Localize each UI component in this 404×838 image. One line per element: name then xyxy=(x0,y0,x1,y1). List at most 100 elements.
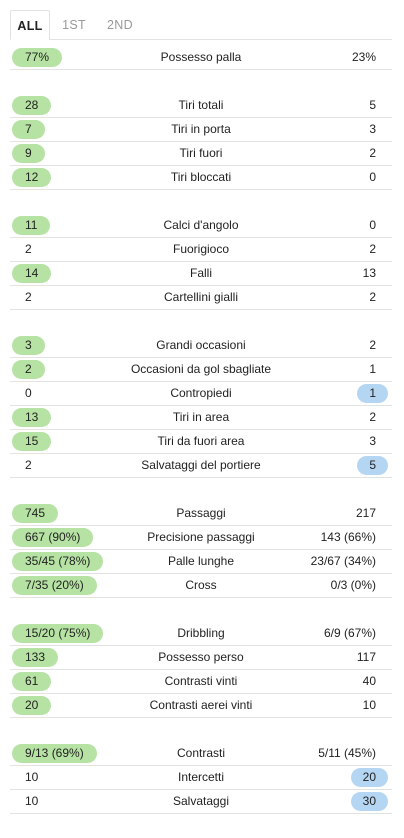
home-value: 15/20 (75%) xyxy=(12,624,104,643)
stat-row: 745 Passaggi 217 xyxy=(10,502,392,526)
stat-label: Grandi occasioni xyxy=(156,338,246,352)
stat-label: Contropiedi xyxy=(170,386,232,400)
home-value: 9 xyxy=(12,144,45,163)
away-value: 1 xyxy=(357,384,388,403)
stat-row: 2 Occasioni da gol sbagliate 1 xyxy=(10,358,392,382)
home-value: 7 xyxy=(12,120,45,139)
stat-row: 7/35 (20%) Cross 0/3 (0%) xyxy=(10,574,392,598)
stat-group: 9/13 (69%) Contrasti 5/11 (45%) 10 Intercett… xyxy=(10,742,392,814)
stat-group: 15/20 (75%) Dribbling 6/9 (67%) 133 Possesso… xyxy=(10,622,392,718)
home-value: 2 xyxy=(25,290,32,304)
away-value: 0 xyxy=(369,170,376,184)
stat-label: Falli xyxy=(189,266,212,280)
stat-row: 20 Contrasti aerei vinti 10 xyxy=(10,694,392,718)
tab-all[interactable]: ALL xyxy=(10,10,50,40)
away-value: 5 xyxy=(357,456,388,475)
home-value: 9/13 (69%) xyxy=(12,744,97,763)
stat-row: 9/13 (69%) Contrasti 5/11 (45%) xyxy=(10,742,392,766)
stat-group: 745 Passaggi 217 667 (90%) Precisione passag… xyxy=(10,502,392,598)
away-value: 2 xyxy=(369,338,376,352)
stat-row: 77% Possesso palla 23% xyxy=(10,46,392,70)
home-value: 10 xyxy=(25,794,39,808)
away-value: 0/3 (0%) xyxy=(330,578,376,592)
home-value: 28 xyxy=(12,96,52,115)
stat-label: Salvataggi del portiere xyxy=(141,458,261,472)
away-value: 23% xyxy=(351,50,376,64)
home-value: 3 xyxy=(12,336,45,355)
home-value: 0 xyxy=(25,386,32,400)
statistics-list: 77% Possesso palla 23% 28 Tiri totali 5 7 Tiri … xyxy=(10,46,392,838)
home-value: 15 xyxy=(12,432,52,451)
stat-row: 9 Tiri fuori 2 xyxy=(10,142,392,166)
away-value: 2 xyxy=(369,410,376,424)
stat-row: 10 Salvataggi 30 xyxy=(10,790,392,814)
stat-label: Fuorigioco xyxy=(172,242,230,256)
home-value: 14 xyxy=(12,264,52,283)
home-value: 20 xyxy=(12,696,52,715)
away-value: 6/9 (67%) xyxy=(323,626,376,640)
stat-label: Possesso perso xyxy=(158,650,244,664)
away-value: 13 xyxy=(362,266,376,280)
away-value: 40 xyxy=(362,674,376,688)
stat-group: 11 Calci d'angolo 0 2 Fuorigioco 2 14 Falli 13 2 C… xyxy=(10,214,392,310)
stat-row: 15/20 (75%) Dribbling 6/9 (67%) xyxy=(10,622,392,646)
stat-label: Cartellini gialli xyxy=(163,290,239,304)
tab-second-half[interactable]: 2ND xyxy=(107,18,133,32)
away-value: 143 (66%) xyxy=(320,530,376,544)
stat-row: 10 Intercetti 20 xyxy=(10,766,392,790)
home-value: 2 xyxy=(25,458,32,472)
home-value: 12 xyxy=(12,168,52,187)
home-value: 10 xyxy=(25,770,39,784)
away-value: 2 xyxy=(369,146,376,160)
stat-row: 2 Fuorigioco 2 xyxy=(10,238,392,262)
stat-group: 77% Possesso palla 23% xyxy=(10,46,392,70)
stat-group: 28 Tiri totali 5 7 Tiri in porta 3 9 Tiri fuori… xyxy=(10,94,392,190)
away-value: 217 xyxy=(355,506,376,520)
home-value: 35/45 (78%) xyxy=(12,552,104,571)
away-value: 2 xyxy=(369,290,376,304)
stat-label: Possesso palla xyxy=(160,50,242,64)
stat-row: 2 Cartellini gialli 2 xyxy=(10,286,392,310)
away-value: 5/11 (45%) xyxy=(318,746,376,760)
stat-label: Tiri totali xyxy=(178,98,224,112)
away-value: 1 xyxy=(369,362,376,376)
stat-label: Tiri in area xyxy=(172,410,230,424)
stat-label: Tiri da fuori area xyxy=(157,434,245,448)
stat-row: 133 Possesso perso 117 xyxy=(10,646,392,670)
home-value: 61 xyxy=(12,672,52,691)
away-value: 23/67 (34%) xyxy=(310,554,376,568)
stat-row: 3 Grandi occasioni 2 xyxy=(10,334,392,358)
home-value: 77% xyxy=(12,48,63,67)
stat-row: 7 Tiri in porta 3 xyxy=(10,118,392,142)
period-tabs: ALL 1ST 2ND xyxy=(10,10,392,40)
tab-first-half[interactable]: 1ST xyxy=(62,18,86,32)
stat-label: Tiri fuori xyxy=(179,146,223,160)
stat-label: Contrasti vinti xyxy=(164,674,238,688)
away-value: 117 xyxy=(356,650,376,664)
stat-label: Occasioni da gol sbagliate xyxy=(130,362,272,376)
stat-label: Contrasti aerei vinti xyxy=(149,698,253,712)
stat-row: 13 Tiri in area 2 xyxy=(10,406,392,430)
stat-row: 2 Salvataggi del portiere 5 xyxy=(10,454,392,478)
stat-group: 3 Grandi occasioni 2 2 Occasioni da gol sbag… xyxy=(10,334,392,478)
stat-label: Passaggi xyxy=(176,506,226,520)
home-value: 11 xyxy=(12,216,51,235)
stat-label: Tiri in porta xyxy=(171,122,231,136)
away-value: 30 xyxy=(350,792,388,811)
home-value: 745 xyxy=(12,504,59,523)
home-value: 133 xyxy=(12,648,59,667)
away-value: 3 xyxy=(369,434,376,448)
stat-row: 35/45 (78%) Palle lunghe 23/67 (34%) xyxy=(10,550,392,574)
stat-label: Calci d'angolo xyxy=(163,218,239,232)
stat-row: 667 (90%) Precisione passaggi 143 (66%) xyxy=(10,526,392,550)
stat-row: 15 Tiri da fuori area 3 xyxy=(10,430,392,454)
stat-row: 14 Falli 13 xyxy=(10,262,392,286)
stat-label: Intercetti xyxy=(177,770,225,784)
home-value: 667 (90%) xyxy=(12,528,94,547)
stat-row: 61 Contrasti vinti 40 xyxy=(10,670,392,694)
stat-row: 12 Tiri bloccati 0 xyxy=(10,166,392,190)
stat-label: Salvataggi xyxy=(172,794,230,808)
home-value: 2 xyxy=(12,360,45,379)
away-value: 2 xyxy=(369,242,376,256)
stat-row: 11 Calci d'angolo 0 xyxy=(10,214,392,238)
